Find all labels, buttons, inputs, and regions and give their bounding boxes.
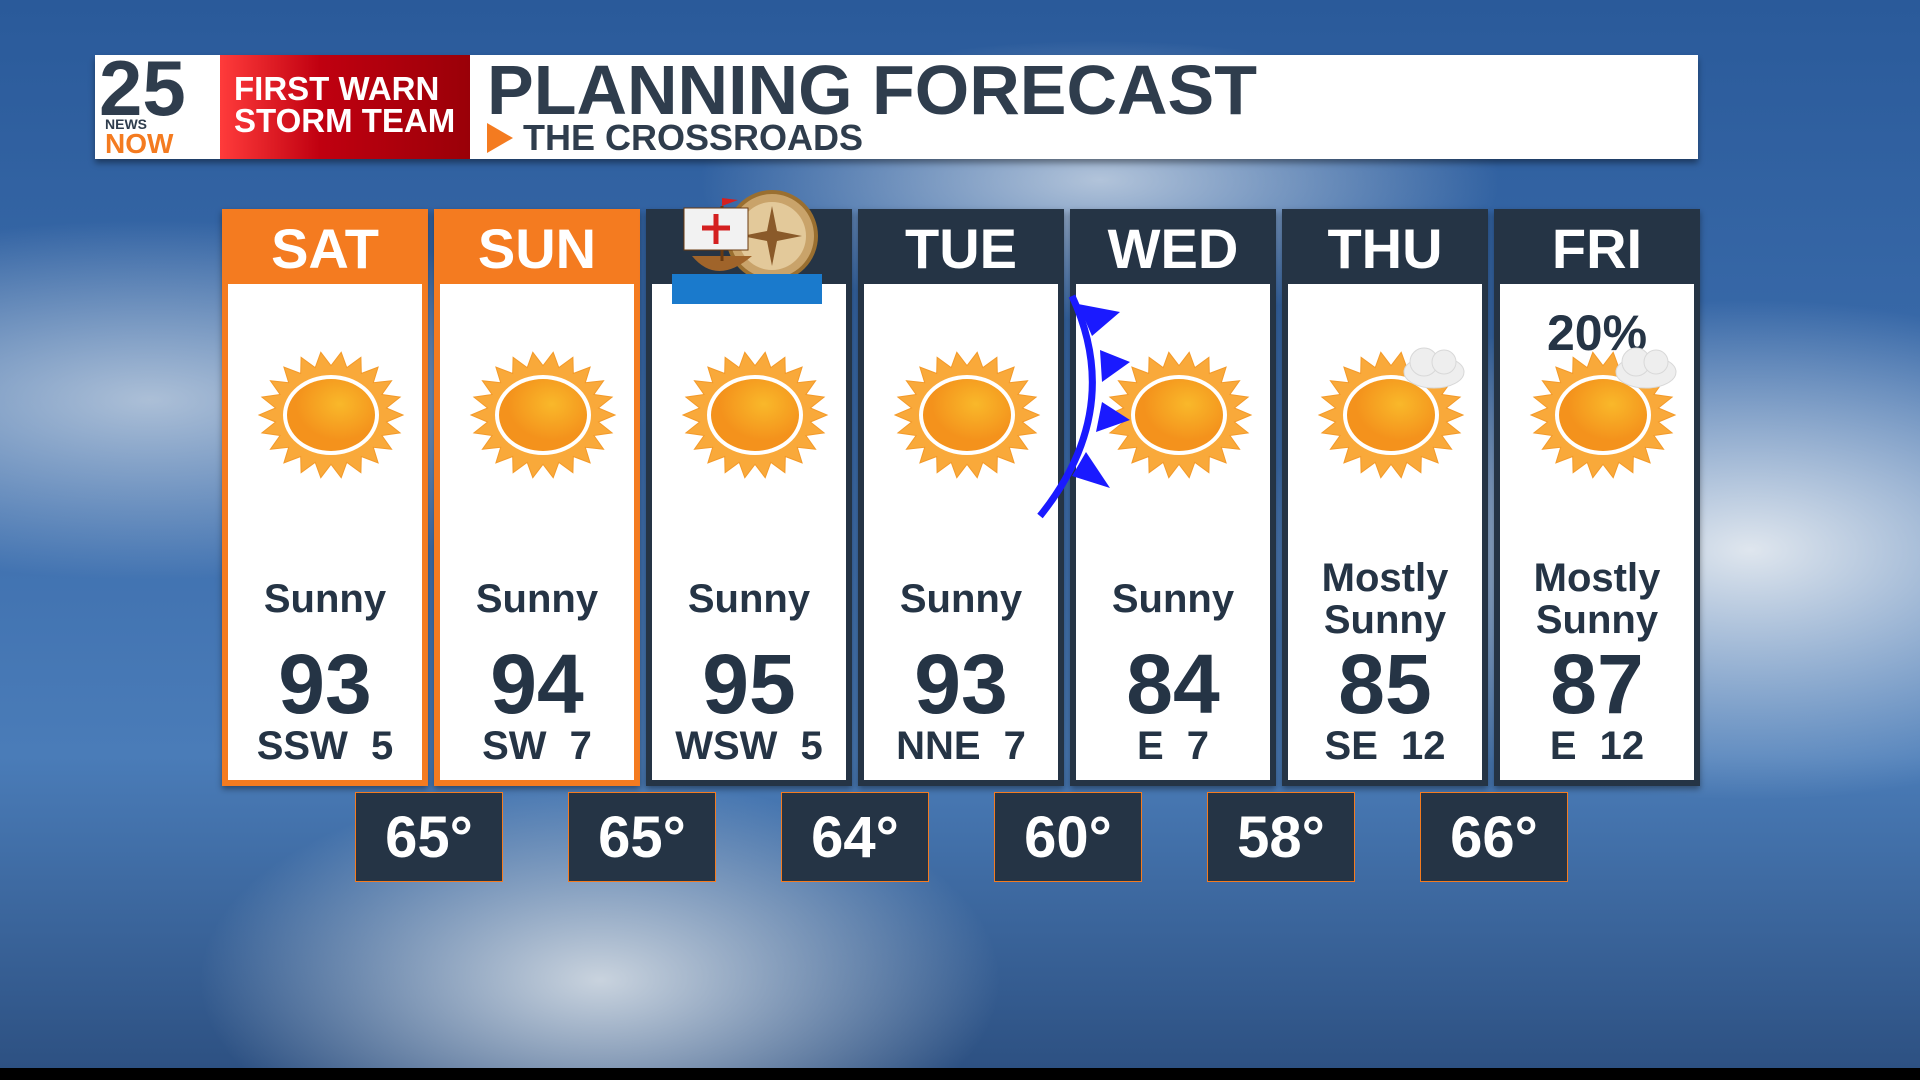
condition-text: Sunny — [475, 577, 599, 621]
high-temp: 87 — [1550, 637, 1644, 731]
sunny-icon — [670, 340, 840, 490]
forecast-day-holiday: Sunny 95 WSW 5 — [646, 209, 852, 786]
high-temp: 93 — [914, 637, 1008, 731]
cold-front-icon — [1030, 290, 1150, 530]
ship-compass-icon — [672, 186, 832, 306]
day-label: FRI — [1551, 217, 1643, 280]
mostly-sunny-icon — [1306, 340, 1476, 490]
condition: Sunny — [228, 554, 422, 644]
condition-text: Mostly Sunny — [1321, 556, 1449, 642]
day-body: Sunny 93 NNE 7 — [864, 284, 1058, 780]
condition-text: Sunny — [687, 577, 811, 621]
play-triangle-icon — [487, 123, 513, 153]
wind: E 7 — [1136, 724, 1210, 768]
condition: Sunny — [652, 554, 846, 644]
day-body: Sunny 94 SW 7 — [440, 284, 634, 780]
low-temp: 65° — [568, 792, 716, 882]
wind: NNE 7 — [896, 724, 1026, 768]
team-line2: STORM TEAM — [234, 102, 456, 139]
wind: E 12 — [1549, 724, 1645, 768]
svg-text:NOW: NOW — [105, 128, 174, 159]
sunny-icon — [1094, 340, 1264, 490]
day-label: THU — [1327, 217, 1443, 280]
day-body: 20% Mostly Sunny 87 E 12 — [1500, 284, 1694, 780]
high-temp: 94 — [490, 637, 584, 731]
condition-text: Mostly Sunny — [1533, 556, 1661, 642]
sunny-icon — [246, 340, 416, 490]
forecast-day-sat: SAT Sunny 93 SSW 5 — [222, 209, 428, 786]
subtitle-text: THE CROSSROADS — [523, 117, 864, 158]
wind: SSW 5 — [256, 724, 394, 768]
low-temp: 60° — [994, 792, 1142, 882]
high-temp: 84 — [1126, 637, 1220, 731]
bottom-bar — [0, 1068, 1920, 1080]
condition: Mostly Sunny — [1288, 554, 1482, 644]
svg-text:25: 25 — [99, 44, 186, 132]
day-body: Mostly Sunny 85 SE 12 — [1288, 284, 1482, 780]
mostly-sunny-icon — [1518, 340, 1688, 490]
condition-text: Sunny — [899, 577, 1023, 621]
storm-team-badge: FIRST WARN STORM TEAM — [220, 55, 470, 159]
low-temp: 65° — [355, 792, 503, 882]
day-body: Sunny 95 WSW 5 — [652, 284, 846, 780]
condition: Sunny — [440, 554, 634, 644]
sunny-icon — [882, 340, 1052, 490]
high-temp: 85 — [1338, 637, 1432, 731]
day-label: SUN — [477, 217, 597, 280]
high-temp: 93 — [278, 637, 372, 731]
day-body: Sunny 93 SSW 5 — [228, 284, 422, 780]
condition: Mostly Sunny — [1500, 554, 1694, 644]
condition-text: Sunny — [1111, 577, 1235, 621]
wind: SW 7 — [482, 724, 592, 768]
news-logo: 25 NEWS NOW — [99, 44, 186, 159]
wind: WSW 5 — [675, 724, 823, 768]
sunny-icon — [458, 340, 628, 490]
forecast-day-fri: FRI 20% Mostly Sunny 87 E 12 — [1494, 209, 1700, 786]
low-temp: 58° — [1207, 792, 1355, 882]
day-label: WED — [1107, 217, 1239, 280]
condition: Sunny — [1076, 554, 1270, 644]
condition-text: Sunny — [263, 577, 387, 621]
forecast-day-sun: SUN Sunny 94 SW 7 — [434, 209, 640, 786]
low-temp: 64° — [781, 792, 929, 882]
wind: SE 12 — [1324, 724, 1446, 768]
forecast-day-wed: WED Sunny 84 E 7 — [1070, 209, 1276, 786]
svg-text:NEWS: NEWS — [105, 116, 147, 132]
subtitle: THE CROSSROADS — [487, 117, 863, 159]
day-label: TUE — [905, 217, 1017, 280]
low-temp: 66° — [1420, 792, 1568, 882]
team-line1: FIRST WARN — [234, 70, 440, 107]
day-label: SAT — [271, 217, 379, 280]
forecast-day-tue: TUE Sunny 93 NNE 7 — [858, 209, 1064, 786]
condition: Sunny — [864, 554, 1058, 644]
forecast-day-thu: THU Mostly Sunny 85 SE 12 — [1282, 209, 1488, 786]
title-banner: 25 NEWS NOW FIRST WARN STORM TEAM PLANNI… — [95, 44, 1698, 159]
high-temp: 95 — [702, 637, 796, 731]
page-title: PLANNING FORECAST — [487, 51, 1257, 129]
